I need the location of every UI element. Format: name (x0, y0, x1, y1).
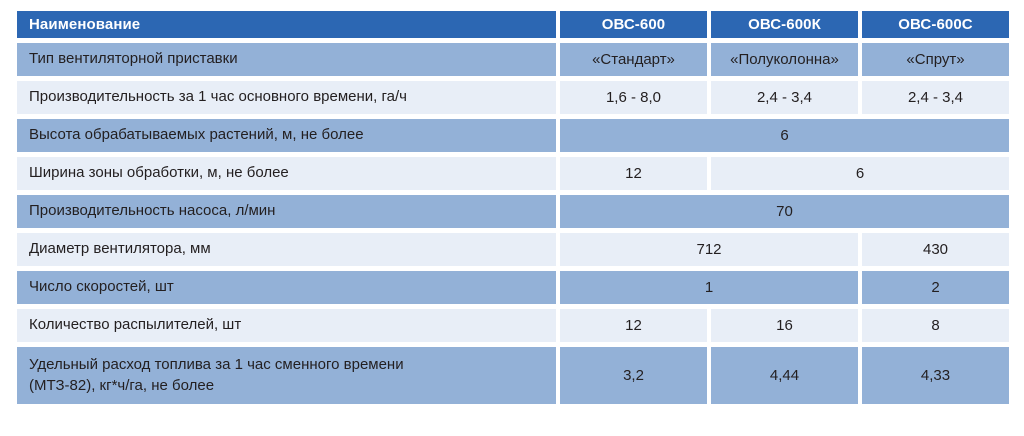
table-row: Удельный расход топлива за 1 час сменног… (17, 347, 1009, 404)
row-label: Ширина зоны обработки, м, не более (17, 157, 556, 190)
cell-value: 16 (711, 309, 858, 342)
header-cell-ovs600s: ОВС-600С (862, 11, 1009, 38)
row-label: Производительность за 1 час основного вр… (17, 81, 556, 114)
cell-value-merged: 6 (711, 157, 1009, 190)
cell-value: 4,33 (862, 347, 1009, 404)
row-label: Удельный расход топлива за 1 час сменног… (17, 347, 556, 404)
cell-value: 3,2 (560, 347, 707, 404)
row-label: Производительность насоса, л/мин (17, 195, 556, 228)
header-row: Наименование ОВС-600 ОВС-600К ОВС-600С (17, 11, 1009, 38)
row-label: Число скоростей, шт (17, 271, 556, 304)
header-cell-ovs600k: ОВС-600К (711, 11, 858, 38)
cell-value: 12 (560, 157, 707, 190)
table-row: Высота обрабатываемых растений, м, не бо… (17, 119, 1009, 152)
header-cell-ovs600: ОВС-600 (560, 11, 707, 38)
cell-value: 8 (862, 309, 1009, 342)
cell-value-merged: 712 (560, 233, 858, 266)
cell-value: «Стандарт» (560, 43, 707, 76)
table-row: Производительность за 1 час основного вр… (17, 81, 1009, 114)
cell-value-merged: 6 (560, 119, 1009, 152)
row-label: Количество распылителей, шт (17, 309, 556, 342)
cell-value-merged: 1 (560, 271, 858, 304)
table-row: Диаметр вентилятора, мм 712 430 (17, 233, 1009, 266)
row-label: Тип вентиляторной приставки (17, 43, 556, 76)
cell-value: 2,4 - 3,4 (862, 81, 1009, 114)
table-row: Тип вентиляторной приставки «Стандарт» «… (17, 43, 1009, 76)
cell-value: 1,6 - 8,0 (560, 81, 707, 114)
cell-value: 2 (862, 271, 1009, 304)
row-label: Диаметр вентилятора, мм (17, 233, 556, 266)
cell-value: 430 (862, 233, 1009, 266)
cell-value-merged: 70 (560, 195, 1009, 228)
cell-value: 2,4 - 3,4 (711, 81, 858, 114)
cell-value: 4,44 (711, 347, 858, 404)
cell-value: 12 (560, 309, 707, 342)
cell-value: «Спрут» (862, 43, 1009, 76)
specs-table: Наименование ОВС-600 ОВС-600К ОВС-600С Т… (13, 6, 1013, 409)
specs-table-container: Наименование ОВС-600 ОВС-600К ОВС-600С Т… (13, 6, 1013, 409)
table-row: Ширина зоны обработки, м, не более 12 6 (17, 157, 1009, 190)
table-row: Количество распылителей, шт 12 16 8 (17, 309, 1009, 342)
cell-value: «Полуколонна» (711, 43, 858, 76)
header-cell-name: Наименование (17, 11, 556, 38)
row-label: Высота обрабатываемых растений, м, не бо… (17, 119, 556, 152)
table-row: Производительность насоса, л/мин 70 (17, 195, 1009, 228)
table-row: Число скоростей, шт 1 2 (17, 271, 1009, 304)
